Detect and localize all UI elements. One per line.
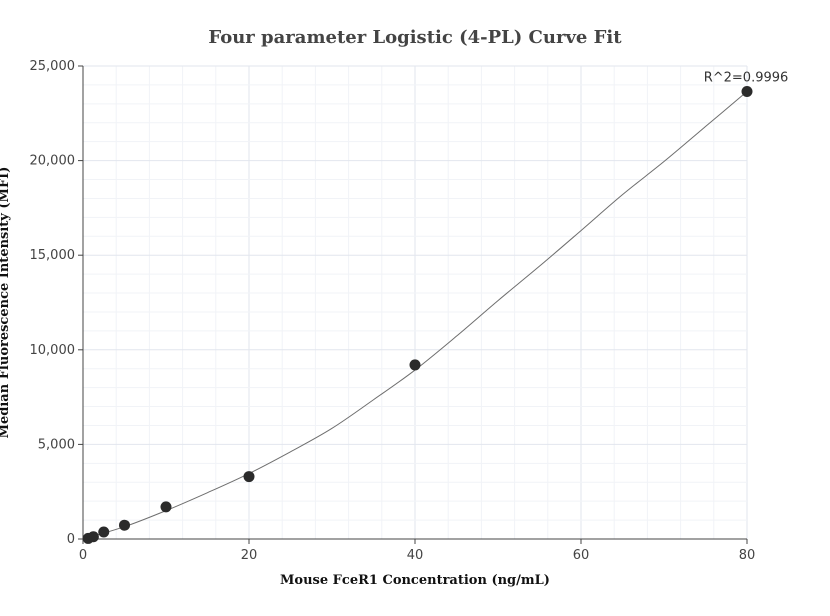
y-tick-label: 10,000: [30, 343, 76, 358]
x-tick-label: 0: [79, 548, 87, 563]
data-point: [119, 519, 130, 531]
x-tick-label: 60: [573, 548, 590, 563]
y-tick-label: 5,000: [38, 437, 75, 452]
data-point: [160, 501, 172, 513]
tick-labels: 0 20 40 60 80 0 5,000 10,000 15,000 20,000 25,000: [30, 59, 756, 563]
chart-title: Four parameter Logistic (4-PL) Curve Fit: [208, 27, 622, 48]
y-axis-title: Median Fluorescence Intensity (MFI): [0, 167, 12, 439]
data-points: [82, 86, 753, 544]
y-tick-label: 15,000: [30, 248, 76, 263]
x-tick-label: 80: [739, 548, 756, 563]
grid: [83, 65, 748, 539]
data-point: [98, 526, 110, 538]
data-point: [741, 86, 753, 98]
y-tick-label: 20,000: [30, 154, 76, 169]
r-squared-annotation: R^2=0.9996: [704, 71, 789, 86]
y-tick-label: 25,000: [30, 59, 76, 74]
y-tick-label: 0: [67, 532, 75, 547]
x-tick-label: 20: [241, 548, 258, 563]
x-tick-label: 40: [407, 548, 424, 563]
data-point: [87, 531, 99, 543]
data-point: [243, 471, 255, 483]
x-axis-title: Mouse FceR1 Concentration (ng/mL): [280, 573, 550, 588]
data-point: [409, 359, 421, 371]
